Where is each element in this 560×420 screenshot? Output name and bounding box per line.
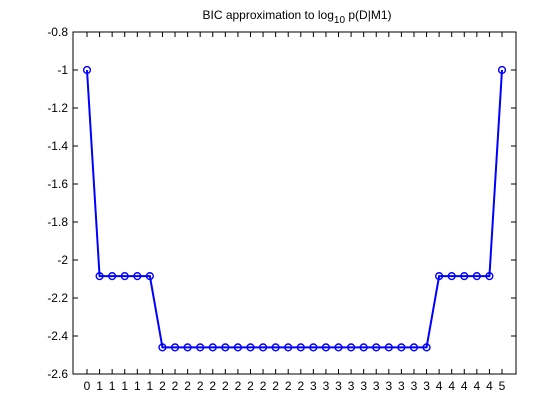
x-tick-label: 2 — [285, 379, 292, 393]
data-point — [384, 343, 393, 352]
chart-title-main: BIC approximation to log — [203, 8, 334, 22]
data-point — [120, 272, 129, 281]
x-tick-label: 3 — [335, 379, 342, 393]
data-point — [158, 343, 167, 352]
x-tick-label: 0 — [84, 379, 91, 393]
x-tick-label: 2 — [247, 379, 254, 393]
series-layer — [82, 65, 507, 352]
data-point — [133, 272, 142, 281]
x-tick-label: 1 — [121, 379, 128, 393]
chart-title-rest: p(D|M1) — [345, 8, 391, 22]
data-point — [196, 343, 205, 352]
y-tick-label: -2 — [57, 253, 68, 267]
x-tick-label: 1 — [109, 379, 116, 393]
data-point — [409, 343, 419, 352]
x-tick-label: 2 — [197, 379, 204, 393]
data-point — [271, 343, 280, 352]
data-point — [309, 343, 318, 352]
data-point — [460, 272, 469, 281]
data-point — [246, 343, 255, 352]
data-point — [82, 65, 92, 75]
data-point — [108, 272, 117, 281]
data-point — [346, 343, 356, 352]
data-point — [497, 65, 507, 75]
chart-title-subscript: 10 — [334, 15, 346, 26]
x-tick-label: 2 — [172, 379, 179, 393]
x-tick-label: 1 — [96, 379, 103, 393]
data-point — [321, 343, 331, 352]
x-tick-label: 4 — [486, 379, 493, 393]
x-tick-label: 3 — [411, 379, 418, 393]
data-point — [296, 343, 305, 352]
data-point — [447, 272, 456, 281]
data-point — [334, 343, 343, 352]
y-tick-label: -1 — [57, 63, 68, 77]
y-tick-label: -2.4 — [47, 329, 68, 343]
x-tick-label: 3 — [423, 379, 430, 393]
data-point — [372, 343, 381, 352]
y-tick-label: -2.6 — [47, 367, 68, 381]
data-point — [422, 343, 431, 352]
x-tick-label: 4 — [461, 379, 468, 393]
x-tick-label: 3 — [398, 379, 405, 393]
data-point — [435, 272, 444, 281]
x-tick-label: 5 — [499, 379, 506, 393]
x-tick-label: 2 — [209, 379, 216, 393]
y-tick-label: -1.6 — [47, 177, 68, 191]
x-tick-label: 2 — [260, 379, 267, 393]
x-tick-label: 3 — [385, 379, 392, 393]
x-tick-label: 1 — [147, 379, 154, 393]
chart-title: BIC approximation to log10 p(D|M1) — [203, 8, 392, 26]
data-point — [208, 343, 217, 352]
data-point — [95, 272, 104, 281]
x-tick-label: 4 — [448, 379, 455, 393]
data-point — [233, 343, 243, 352]
data-point — [221, 343, 230, 352]
x-tick-label: 4 — [474, 379, 481, 393]
y-tick-label: -1.2 — [47, 101, 68, 115]
x-tick-label: 2 — [159, 379, 166, 393]
data-point — [472, 272, 481, 281]
x-tick-label: 3 — [323, 379, 330, 393]
x-tick-label: 1 — [134, 379, 141, 393]
x-tick-label: 3 — [360, 379, 367, 393]
data-point — [183, 343, 192, 352]
series-line — [86, 69, 503, 349]
x-tick-label: 2 — [235, 379, 242, 393]
data-point — [258, 343, 268, 352]
x-tick-label: 2 — [184, 379, 191, 393]
y-tick-label: -1.8 — [47, 215, 68, 229]
y-axis: -0.8 -1 -1.2 -1.4 -1.6 -1.8 -2 -2.2 -2.4 -2.6 — [47, 25, 516, 381]
x-tick-label: 2 — [297, 379, 304, 393]
x-tick-label: 2 — [272, 379, 279, 393]
x-tick-label: 3 — [348, 379, 355, 393]
y-tick-label: -0.8 — [47, 25, 68, 39]
data-point — [284, 343, 293, 352]
x-tick-label: 4 — [436, 379, 443, 393]
data-point — [359, 343, 368, 352]
x-tick-label: 3 — [373, 379, 380, 393]
y-tick-label: -1.4 — [47, 139, 68, 153]
data-point — [485, 272, 494, 281]
plot-area — [73, 32, 516, 374]
data-point — [397, 343, 406, 352]
x-tick-label: 2 — [222, 379, 229, 393]
x-tick-label: 3 — [310, 379, 317, 393]
data-point — [145, 272, 154, 281]
y-tick-label: -2.2 — [47, 291, 68, 305]
data-point — [170, 343, 180, 352]
plot-frame — [72, 31, 517, 375]
